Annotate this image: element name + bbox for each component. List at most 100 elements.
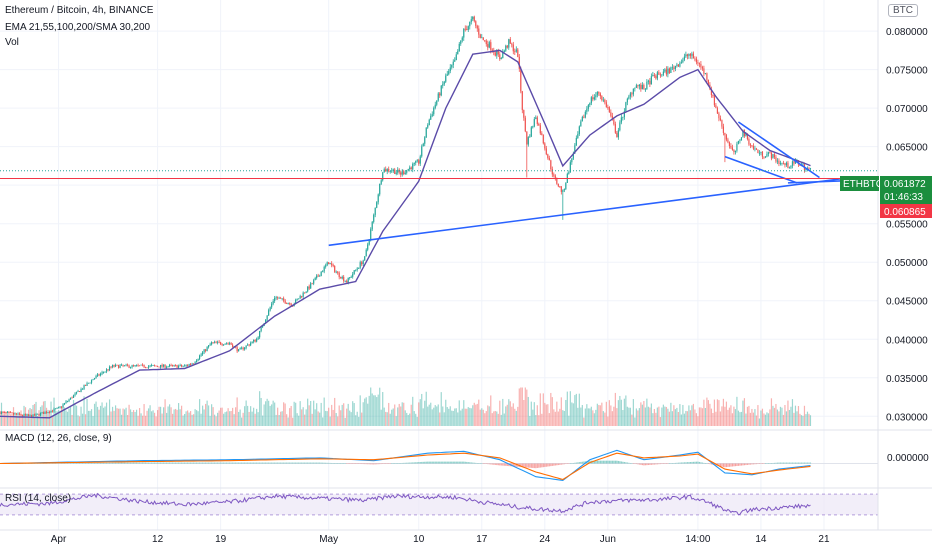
macd-histogram-bar [299,462,301,464]
candle-body [746,133,749,140]
candle-body [482,37,484,41]
volume-bar [494,410,496,426]
macd-histogram-bar [809,462,812,464]
volume-bar [66,411,69,426]
ema-legend[interactable]: EMA 21,55,100,200/SMA 30,200 [5,22,151,33]
macd-histogram-bar [60,463,63,464]
macd-legend[interactable]: MACD (12, 26, close, 9) [5,433,112,444]
candle-body [568,172,570,174]
trendline-layer[interactable] [328,121,852,247]
y-tick-label: 0.045000 [886,297,928,308]
candle-body [652,74,654,77]
volume-bar [511,406,513,426]
candle-body [84,385,87,387]
volume-bar [788,409,791,426]
macd-histogram-bar [401,462,403,464]
volume-bar [733,406,735,426]
candle-body [274,297,276,302]
volume-bar [628,407,630,426]
macd-histogram-bar [628,462,630,464]
macd-histogram-bar [496,463,498,466]
volume-bar [650,403,652,426]
macd-histogram-bar [679,462,681,464]
macd-histogram-bar [596,460,598,464]
macd-histogram-bar [184,462,186,464]
candle-body [21,415,24,417]
macd-histogram-bar [241,462,243,464]
volume-bar [113,410,115,426]
rsi-legend[interactable]: RSI (14, close) [5,493,72,504]
macd-histogram-bar [298,462,300,464]
candle-body [48,412,51,414]
volume-bar [263,404,265,426]
candle-body [352,274,354,277]
ticker-badge-bg [840,176,879,191]
candle-body [665,69,667,75]
candle-body [75,391,78,394]
candle-body [587,105,589,109]
volume-bar [808,413,810,426]
volume-bar [51,416,54,426]
macd-histogram-bar [268,462,270,464]
macd-histogram-bar [617,460,619,464]
macd-histogram-bar [512,463,514,467]
candle-body [104,371,106,373]
currency-badge[interactable]: BTC [888,4,918,17]
macd-histogram-bar [574,462,576,464]
candle-body [605,102,607,108]
macd-histogram-bar [695,461,697,464]
volume-bar [57,410,60,426]
macd-histogram-bar [688,462,690,464]
volume-bar [168,404,171,426]
candle-body [250,343,252,346]
macd-histogram-bar [152,462,154,464]
candle-body [78,391,81,393]
volume-legend[interactable]: Vol [5,37,19,48]
candle-body [773,154,776,158]
volume-bar [83,396,85,426]
candle-body [577,133,579,138]
macd-histogram-bar [808,462,810,464]
macd-histogram-bar [365,463,367,465]
volume-bar [638,408,640,426]
macd-histogram-bar [355,463,357,464]
candle-body [36,413,39,415]
macd-histogram-bar [686,462,688,464]
macd-histogram-bar [403,462,405,464]
macd-histogram-bar [93,462,96,464]
candle-body [730,145,732,148]
volume-bar [761,408,764,426]
candle-body [557,183,559,187]
macd-histogram-bar [128,462,130,464]
candle-body [128,365,130,368]
macd-histogram-bar [670,463,672,464]
volume-bar [604,412,606,426]
candle-body [190,364,192,365]
macd-histogram-bar [436,461,438,464]
volume-bar [21,414,24,426]
candle-body [637,85,639,87]
volume-bar [253,407,255,426]
candle-body [592,97,594,100]
volume-bar [86,398,88,426]
y-tick-label: 0.070000 [886,104,928,115]
volume-bar [725,401,728,426]
volume-bar [568,415,570,426]
volume-bar [54,410,57,426]
macd-histogram-bar [75,462,78,464]
volume-bar [373,395,375,426]
volume-bar [310,401,312,426]
macd-histogram-bar [481,463,483,464]
symbol-title[interactable]: Ethereum / Bitcoin, 4h, BINANCE [5,5,154,16]
candle-body [135,365,138,366]
volume-bar [470,408,472,426]
volume-bar [96,406,99,426]
candle-body [200,354,202,356]
macd-histogram-bar [254,462,256,464]
candle-body [575,137,577,146]
candle-body [635,85,637,88]
candle-body [0,412,1,414]
candle-body [101,372,103,374]
